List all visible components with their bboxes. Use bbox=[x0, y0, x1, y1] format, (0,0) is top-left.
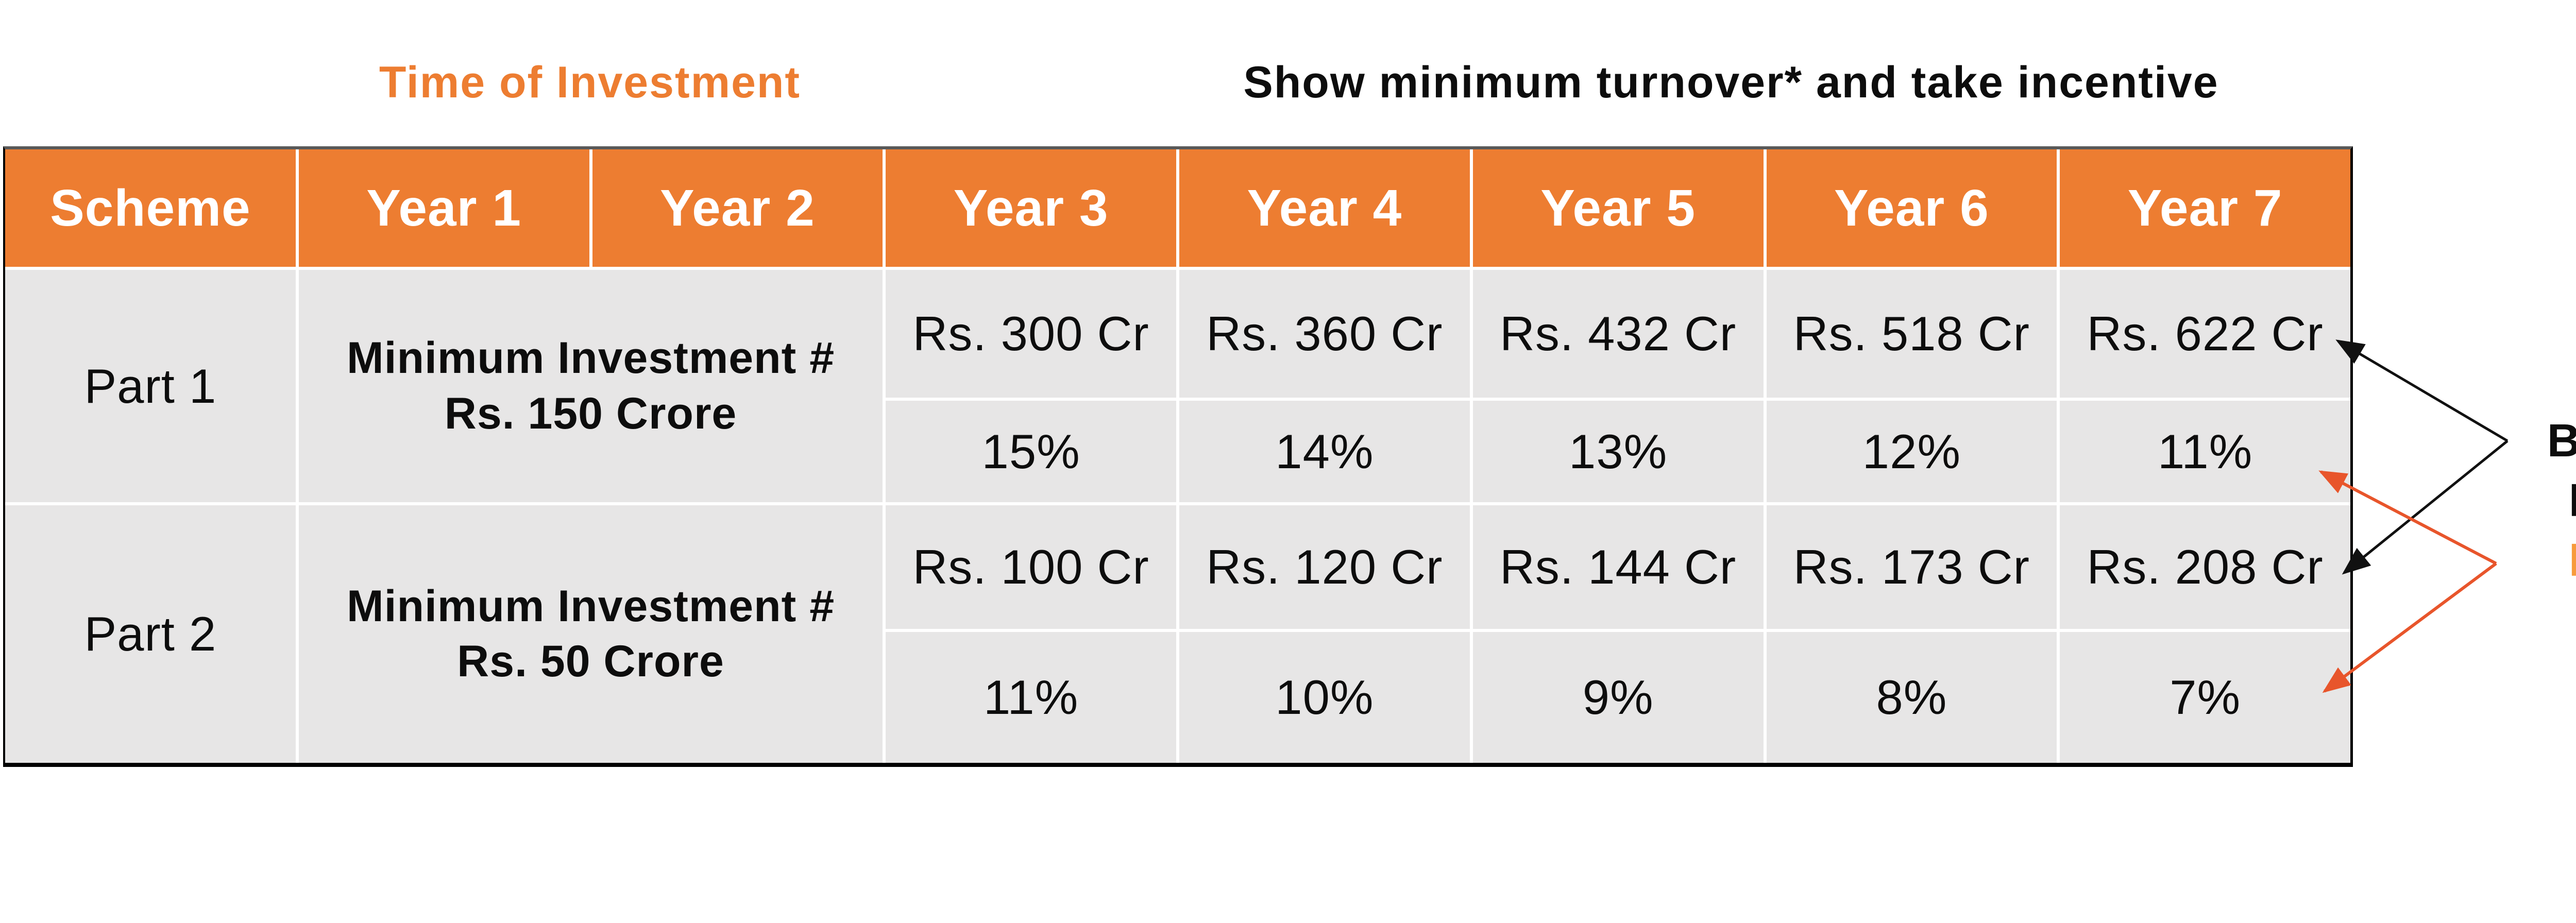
column-header-year7: Year 7 bbox=[2060, 149, 2350, 267]
arrow-turnover-part1 bbox=[2335, 339, 2509, 442]
arrow-turnover-part2 bbox=[2342, 440, 2509, 575]
part1-min-investment-line2: Rs. 150 Crore bbox=[444, 388, 737, 438]
scheme-part2-cell: Part 2 bbox=[5, 505, 296, 763]
part2-incentive-year7: 7% bbox=[2060, 632, 2350, 763]
part1-turnover-year5: Rs. 432 Cr bbox=[1472, 270, 1764, 398]
part1-min-investment-cell: Minimum Investment # Rs. 150 Crore bbox=[298, 270, 883, 502]
part1-min-investment-line1: Minimum Investment # bbox=[346, 333, 835, 383]
minimum-turnover-label-line2: Turnover to bbox=[2547, 351, 2576, 411]
part2-incentive-year5: 9% bbox=[1472, 632, 1764, 763]
title-show-minimum-turnover: Show minimum turnover* and take incentiv… bbox=[1243, 57, 2219, 107]
part1-turnover-year6: Rs. 518 Cr bbox=[1766, 270, 2057, 398]
part2-turnover-year4: Rs. 120 Cr bbox=[1179, 505, 1470, 629]
part1-turnover-year3: Rs. 300 Cr bbox=[886, 270, 1176, 398]
part2-incentive-year4: 10% bbox=[1179, 632, 1470, 763]
part2-turnover-year5: Rs. 144 Cr bbox=[1472, 505, 1764, 629]
scheme-part1-cell: Part 1 bbox=[5, 270, 296, 502]
column-header-year2: Year 2 bbox=[592, 149, 883, 267]
part1-turnover-year4: Rs. 360 Cr bbox=[1179, 270, 1470, 398]
part1-incentive-year7: 11% bbox=[2060, 401, 2350, 502]
part1-incentive-year5: 13% bbox=[1472, 401, 1764, 502]
pli-scheme-table: Scheme Year 1 Year 2 Year 3 Year 4 Year … bbox=[3, 146, 2353, 767]
column-header-scheme: Scheme bbox=[5, 149, 296, 267]
part2-turnover-year7: Rs. 208 Cr bbox=[2060, 505, 2350, 629]
part1-incentive-year3: 15% bbox=[886, 401, 1176, 502]
column-header-year3: Year 3 bbox=[886, 149, 1176, 267]
part1-incentive-year4: 14% bbox=[1179, 401, 1470, 502]
minimum-turnover-label-line3: Be eligible for bbox=[2547, 415, 2576, 467]
column-header-year5: Year 5 bbox=[1472, 149, 1764, 267]
pli-incentive-label-line2: (%) bbox=[2547, 590, 2576, 650]
part2-turnover-year3: Rs. 100 Cr bbox=[886, 505, 1176, 629]
column-header-year4: Year 4 bbox=[1179, 149, 1470, 267]
pli-incentive-label-line1: PLI Incentive bbox=[2547, 531, 2576, 590]
part2-min-investment-cell: Minimum Investment # Rs. 50 Crore bbox=[298, 505, 883, 763]
part2-turnover-year6: Rs. 173 Cr bbox=[1766, 505, 2057, 629]
part2-incentive-year3: 11% bbox=[886, 632, 1176, 763]
callout-labels: Minimum Turnover to Be eligible for PLI … bbox=[2547, 292, 2576, 650]
part2-min-investment-line2: Rs. 50 Crore bbox=[457, 637, 724, 686]
part1-turnover-year7: Rs. 622 Cr bbox=[2060, 270, 2350, 398]
minimum-turnover-label-line4: PLI Incentive bbox=[2547, 471, 2576, 531]
title-time-of-investment: Time of Investment bbox=[379, 57, 801, 107]
part2-incentive-year6: 8% bbox=[1766, 632, 2057, 763]
part2-min-investment-line1: Minimum Investment # bbox=[346, 581, 835, 631]
column-header-year1: Year 1 bbox=[298, 149, 589, 267]
part1-incentive-year6: 12% bbox=[1766, 401, 2057, 502]
minimum-turnover-label-line1: Minimum bbox=[2547, 292, 2576, 351]
column-header-year6: Year 6 bbox=[1766, 149, 2057, 267]
